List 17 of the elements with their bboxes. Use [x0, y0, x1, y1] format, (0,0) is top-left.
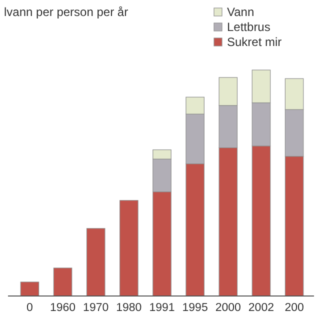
x-tick-label: 1980: [116, 302, 142, 314]
legend-label: Lettbrus: [227, 20, 270, 34]
x-tick-label: 1991: [149, 302, 175, 314]
bar: [120, 200, 138, 296]
bar: [20, 282, 40, 296]
bar: [86, 228, 106, 296]
x-tick-label: 1995: [182, 302, 208, 314]
x-tick-label: 1960: [50, 302, 76, 314]
legend-label: Sukret mir: [227, 35, 282, 49]
x-tick-label: 200: [284, 302, 304, 314]
legend-label: Vann: [227, 5, 254, 19]
x-tick-label: 2002: [248, 302, 274, 314]
x-tick-label: 2000: [215, 302, 241, 314]
x-tick-label: 0: [26, 302, 33, 314]
chart-title: lvann per person per år: [4, 5, 128, 19]
bar: [53, 268, 72, 296]
x-tick-label: 1970: [83, 302, 109, 314]
